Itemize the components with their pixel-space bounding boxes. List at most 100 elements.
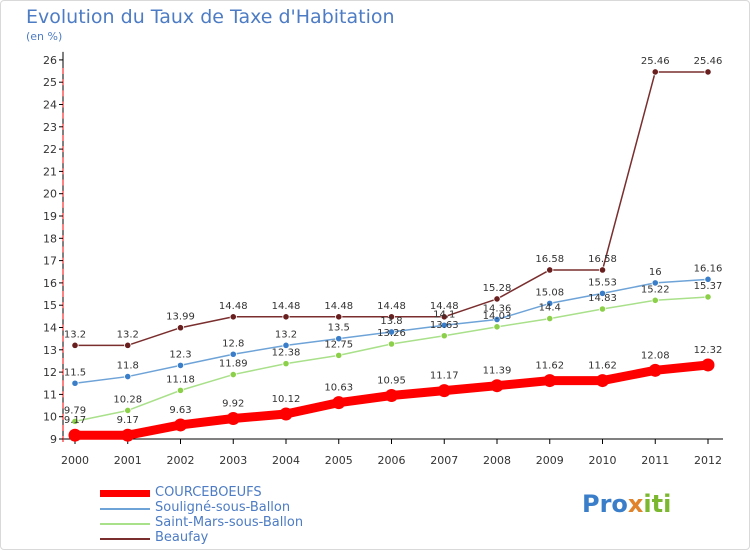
data-point bbox=[279, 407, 293, 421]
data-point bbox=[704, 293, 712, 301]
data-point bbox=[387, 340, 396, 348]
data-label: 9.17 bbox=[64, 415, 86, 426]
y-tick-label: 16 bbox=[43, 277, 57, 290]
data-label: 13.26 bbox=[377, 328, 406, 339]
data-label: 14.48 bbox=[430, 301, 459, 312]
data-label: 10.95 bbox=[377, 376, 406, 387]
x-tick-label: 2007 bbox=[430, 454, 458, 467]
data-point bbox=[176, 361, 185, 370]
data-label: 12.8 bbox=[222, 338, 244, 349]
data-label: 13.2 bbox=[117, 329, 139, 340]
x-tick-label: 2005 bbox=[325, 454, 353, 467]
data-label: 11.18 bbox=[166, 374, 195, 385]
y-tick-label: 9 bbox=[50, 433, 57, 446]
data-point bbox=[701, 358, 715, 372]
data-point bbox=[598, 266, 607, 274]
unit-label: (en %) bbox=[26, 30, 63, 43]
x-tick-label: 2004 bbox=[272, 454, 300, 467]
y-tick-label: 11 bbox=[43, 388, 57, 401]
data-label: 15.22 bbox=[641, 284, 670, 295]
y-tick-label: 22 bbox=[43, 143, 57, 156]
data-point bbox=[437, 384, 451, 398]
data-label: 11.5 bbox=[64, 367, 86, 378]
y-tick-label: 18 bbox=[43, 232, 57, 245]
data-point bbox=[282, 341, 290, 349]
data-label: 12.38 bbox=[272, 348, 301, 359]
data-label: 25.46 bbox=[694, 56, 723, 67]
axes: 9 10 11 12 13 14 15 16 17 18 19 20 21 22 23 24 25 26 2000 2… bbox=[43, 51, 723, 467]
legend-label-courceboeufs: COURCEBOEUFS bbox=[155, 485, 262, 500]
data-point bbox=[648, 363, 662, 377]
label-layer: 13.2 13.2 13.99 14.48 14.48 14.48 14.48 14.48 15… bbox=[64, 56, 722, 426]
data-point bbox=[229, 370, 237, 379]
data-label: 14.1 bbox=[433, 309, 455, 320]
proxiti-logo: Proxiti bbox=[582, 490, 672, 518]
data-label: 11.17 bbox=[430, 371, 459, 382]
x-tick-label: 2001 bbox=[114, 454, 142, 467]
data-label: 14.48 bbox=[377, 301, 406, 312]
data-point bbox=[704, 275, 712, 283]
data-point bbox=[335, 351, 343, 359]
data-point bbox=[387, 328, 396, 336]
data-point bbox=[229, 313, 237, 321]
y-tick-label: 14 bbox=[43, 322, 57, 335]
data-point bbox=[176, 386, 185, 394]
data-point bbox=[335, 335, 343, 343]
data-point bbox=[71, 341, 79, 349]
data-label: 16 bbox=[649, 267, 662, 278]
data-point bbox=[651, 68, 659, 76]
data-label: 15.28 bbox=[483, 283, 512, 294]
data-point bbox=[651, 279, 659, 287]
data-label: 9.63 bbox=[169, 405, 191, 416]
data-point bbox=[124, 406, 132, 415]
data-label: 14.48 bbox=[219, 301, 248, 312]
data-point bbox=[68, 428, 82, 442]
data-label: 13.2 bbox=[275, 329, 297, 340]
data-label: 14.48 bbox=[272, 301, 301, 312]
y-tick-label: 19 bbox=[43, 210, 57, 223]
data-point bbox=[440, 321, 448, 329]
data-point bbox=[440, 313, 448, 321]
data-label: 11.62 bbox=[588, 361, 617, 372]
data-label: 16.16 bbox=[694, 263, 723, 274]
x-tick-label: 2006 bbox=[378, 454, 406, 467]
legend-swatch-courceboeufs bbox=[100, 490, 150, 497]
data-label: 12.32 bbox=[694, 345, 723, 356]
data-label: 25.46 bbox=[641, 56, 670, 67]
y-tick-label: 23 bbox=[43, 121, 57, 134]
legend-swatch-beaufay bbox=[100, 538, 150, 540]
data-label: 12.08 bbox=[641, 350, 670, 361]
x-tick-label: 2010 bbox=[589, 454, 617, 467]
data-label: 14.4 bbox=[539, 303, 561, 314]
data-point bbox=[490, 379, 504, 393]
data-point bbox=[71, 379, 79, 387]
data-label: 10.63 bbox=[324, 383, 353, 394]
data-point bbox=[598, 289, 607, 297]
data-point bbox=[229, 350, 237, 358]
y-tick-label: 13 bbox=[43, 344, 57, 357]
y-tick-label: 20 bbox=[43, 188, 57, 201]
data-point bbox=[124, 372, 132, 381]
x-tick-label: 2000 bbox=[61, 454, 89, 467]
legend-label-saint-mars: Saint-Mars-sous-Ballon bbox=[155, 515, 304, 530]
data-point bbox=[546, 314, 554, 323]
data-label: 10.12 bbox=[272, 394, 301, 405]
data-label: 13.8 bbox=[380, 316, 402, 327]
x-tick-label: 2002 bbox=[167, 454, 195, 467]
data-label: 14.83 bbox=[588, 293, 617, 304]
data-point bbox=[71, 417, 79, 425]
data-label: 9.17 bbox=[117, 415, 139, 426]
x-tick-label: 2008 bbox=[483, 454, 511, 467]
data-label: 15.08 bbox=[535, 287, 564, 298]
y-tick-label: 12 bbox=[43, 366, 57, 379]
y-tick-label: 17 bbox=[43, 255, 57, 268]
data-point bbox=[493, 323, 501, 331]
data-point bbox=[121, 428, 135, 442]
y-tick-label: 25 bbox=[43, 76, 57, 89]
data-point bbox=[651, 296, 659, 304]
legend-label-beaufay: Beaufay bbox=[155, 530, 209, 545]
data-point bbox=[596, 374, 609, 388]
data-point bbox=[493, 295, 501, 303]
data-label: 16.58 bbox=[588, 254, 617, 265]
data-point bbox=[546, 299, 554, 308]
